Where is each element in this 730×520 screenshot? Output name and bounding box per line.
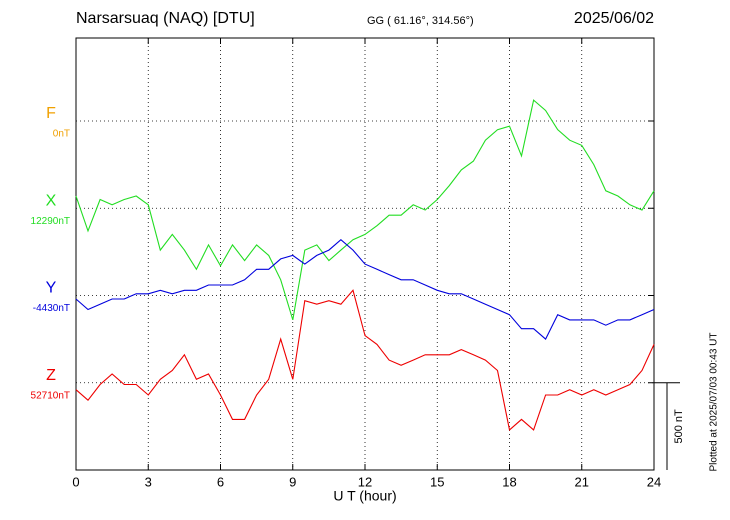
baseline-label: 52710nT [31,390,70,401]
x-tick-label: 6 [217,474,224,489]
series-name: Z [46,367,56,384]
date: 2025/06/02 [574,10,654,27]
footnote: Plotted at 2025/07/03 00:43 UT [709,333,720,472]
x-tick-label: 3 [145,474,152,489]
trace [75,99,655,321]
series-name: Y [46,280,57,297]
x-tick-label: 18 [502,474,516,489]
x-tick-label: 12 [358,474,372,489]
baseline-label: 12290nT [31,216,70,227]
trace [75,289,655,431]
x-axis-label: U T (hour) [333,488,396,504]
trace [75,238,655,340]
scale-bar-label: 500 nT [673,409,685,444]
chart-title: Narsarsuaq (NAQ) [DTU] [76,10,255,27]
series-name: X [46,192,57,209]
x-tick-label: 24 [647,474,661,489]
baseline-label: -4430nT [33,303,70,314]
baseline-label: 0nT [53,129,70,140]
x-tick-label: 9 [289,474,296,489]
x-tick-label: 21 [575,474,589,489]
subtitle: GG ( 61.16°, 314.56°) [367,15,474,27]
x-tick-label: 0 [72,474,79,489]
x-tick-label: 15 [430,474,444,489]
series-name: F [46,105,56,122]
